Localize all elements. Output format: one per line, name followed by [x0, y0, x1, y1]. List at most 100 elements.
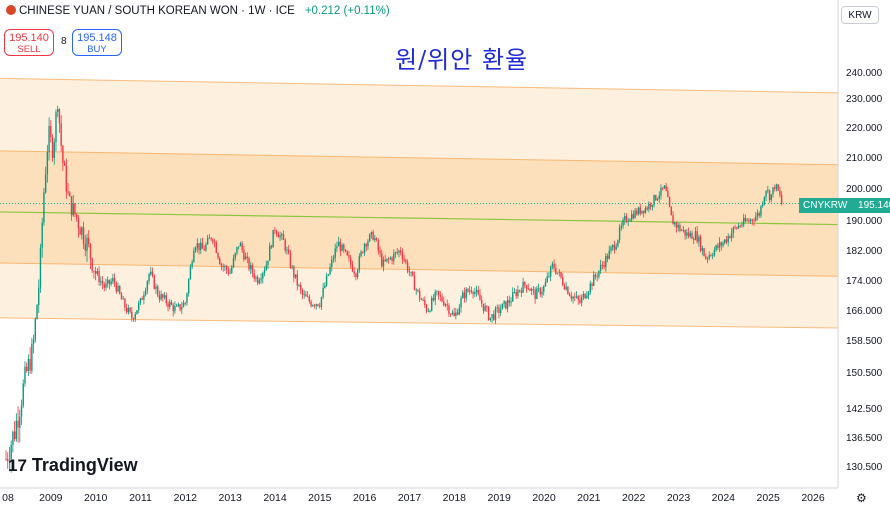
y-tick-label: 174.000 [846, 276, 883, 287]
candle-body [77, 217, 80, 229]
candles [5, 105, 783, 473]
candle-body [537, 288, 540, 290]
candle-body [363, 244, 366, 253]
x-tick-label: 2021 [577, 492, 601, 504]
outer-channel [0, 78, 838, 329]
candle-body [567, 286, 569, 295]
candle-body [774, 187, 776, 189]
candle-body [546, 276, 548, 283]
buy-price: 195.148 [77, 32, 117, 44]
candle-body [670, 206, 673, 216]
candle-body [62, 145, 64, 164]
candle-body [424, 299, 426, 306]
candle-body [229, 272, 231, 274]
candle-body [463, 292, 466, 299]
candle-body [60, 123, 62, 146]
candle-body [475, 290, 478, 292]
x-tick-label: 2020 [532, 492, 556, 504]
candle-body [343, 244, 345, 250]
candle-body [287, 249, 290, 254]
candle-body [489, 317, 492, 320]
candle-body [272, 229, 274, 248]
candle-body [82, 227, 85, 245]
candle-body [294, 274, 297, 278]
candle-body [179, 304, 181, 310]
candle-body [491, 314, 493, 318]
candle-body [760, 206, 762, 216]
buy-label: BUY [87, 44, 107, 55]
candle-body [555, 268, 557, 274]
candle-body [308, 296, 311, 302]
candle-body [593, 274, 595, 287]
candle-body [74, 203, 76, 215]
candle-body [103, 284, 105, 288]
candle-body [503, 301, 505, 304]
tradingview-logo[interactable]: 17 TradingView [8, 455, 138, 476]
candle-body [608, 250, 610, 259]
candle-body [334, 248, 336, 259]
y-tick-label: 230.000 [846, 94, 883, 105]
candle-body [262, 273, 264, 279]
candle-body [508, 300, 510, 303]
candle-body [594, 274, 597, 277]
candle-body [217, 252, 219, 259]
candle-body [269, 245, 271, 261]
candle-body [722, 242, 724, 246]
candle-body [446, 304, 448, 306]
candle-body [125, 307, 128, 313]
candle-body [713, 249, 716, 256]
candle-body [360, 251, 362, 257]
candle-body [184, 302, 186, 304]
flag-icon [6, 5, 16, 15]
x-axis[interactable]: 08 2009 2010 2011 2012 2013 2014 2015 2016 2017 20… [2, 492, 825, 504]
sell-button[interactable]: 195.140 SELL [4, 29, 54, 56]
candle-body [765, 190, 767, 197]
candle-body [487, 307, 490, 320]
settings-icon[interactable]: ⚙ [856, 491, 867, 505]
candle-body [553, 263, 555, 269]
candle-body [482, 303, 485, 311]
x-tick-label: 2024 [712, 492, 736, 504]
candle-body [677, 225, 679, 228]
candle-body [686, 232, 688, 236]
candle-body [481, 300, 483, 304]
candle-body [372, 231, 374, 240]
x-tick-label: 2023 [667, 492, 691, 504]
candle-body [253, 273, 255, 279]
candle-body [758, 213, 760, 216]
candle-body [374, 238, 376, 240]
candle-body [532, 288, 535, 290]
upper-inner-line [0, 150, 839, 166]
candle-body [150, 271, 152, 274]
x-tick-label: 2014 [263, 492, 287, 504]
candle-body [258, 280, 261, 284]
candle-body [291, 266, 293, 268]
candle-body [296, 274, 298, 286]
buy-button[interactable]: 195.148 BUY [72, 29, 122, 56]
candle-body [375, 238, 378, 241]
candle-body [674, 222, 676, 225]
y-tick-label: 190.000 [846, 216, 883, 227]
candle-body [641, 210, 643, 214]
y-axis[interactable]: 240.000 230.000 220.000 210.000 200.000 190.0… [846, 68, 883, 473]
candle-body [706, 258, 709, 259]
candle-body [63, 163, 66, 166]
candle-body [289, 253, 292, 268]
candle-body [494, 308, 497, 320]
last-price-label: CNYKRW 195.140 [799, 198, 890, 213]
symbol-header[interactable]: CHINESE YUAN / SOUTH KOREAN WON · 1W · I… [6, 5, 390, 17]
candle-body [284, 239, 286, 251]
candle-body [248, 258, 250, 270]
candle-body [462, 292, 464, 299]
candle-body [568, 294, 571, 297]
candle-body [665, 185, 667, 191]
candle-body [55, 111, 57, 143]
candle-body [499, 309, 502, 313]
candle-body [415, 289, 417, 291]
candle-body [213, 241, 216, 243]
candle-body [725, 239, 728, 243]
candle-body [748, 220, 750, 222]
currency-button[interactable]: KRW [841, 6, 879, 24]
candle-body [544, 282, 547, 287]
